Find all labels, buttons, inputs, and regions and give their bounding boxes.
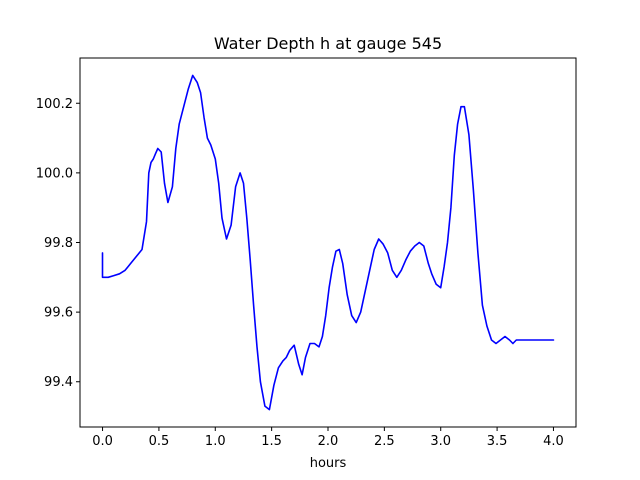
x-tick-label: 1.5 xyxy=(261,434,282,449)
y-tick-label: 99.6 xyxy=(44,306,73,321)
y-axis: 99.4 99.6 99.8 100.0 100.2 xyxy=(36,97,80,390)
y-tick-label: 99.4 xyxy=(44,375,73,390)
x-tick-label: 2.5 xyxy=(374,434,395,449)
x-tick-label: 0.5 xyxy=(149,434,170,449)
chart-title: Water Depth h at gauge 545 xyxy=(214,34,442,53)
x-axis-label: hours xyxy=(310,456,347,471)
x-tick-label: 0.0 xyxy=(92,434,113,449)
x-tick-label: 3.0 xyxy=(430,434,451,449)
x-tick-label: 1.0 xyxy=(205,434,226,449)
y-tick-label: 100.2 xyxy=(36,97,73,112)
series-line-0 xyxy=(101,74,555,411)
y-tick-label: 99.8 xyxy=(44,236,73,251)
x-axis: 0.0 0.5 1.0 1.5 2.0 2.5 3.0 3.5 4.0 xyxy=(92,427,564,449)
x-tick-label: 3.5 xyxy=(487,434,508,449)
x-tick-label: 4.0 xyxy=(543,434,564,449)
x-tick-label: 2.0 xyxy=(318,434,339,449)
y-tick-label: 100.0 xyxy=(36,166,73,181)
